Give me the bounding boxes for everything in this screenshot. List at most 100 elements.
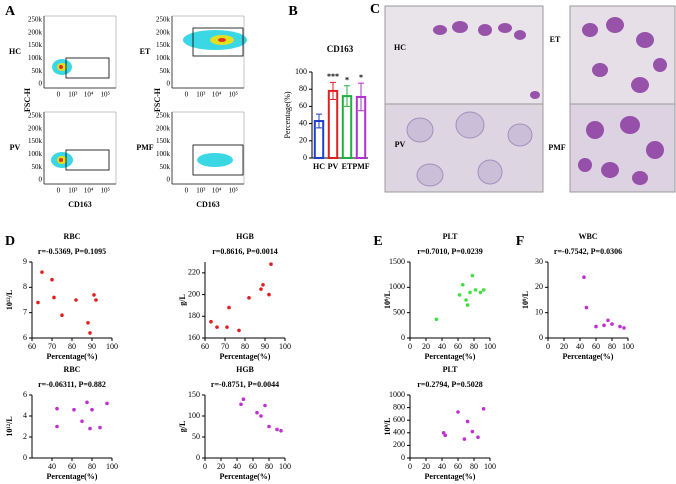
y-tick-label: 7 [23,307,27,316]
x-axis-label: CD163 [196,200,220,209]
point [622,326,626,330]
y-axis-label: 10⁹/L [383,418,392,436]
chart-title: PLT [443,232,458,241]
point [269,262,273,266]
x-tick-label: 60 [592,342,600,351]
point [40,270,44,274]
x-tick-label: 0 [185,187,189,195]
y-tick-label: 250k [28,16,43,24]
x-tick-label: 100 [622,342,634,351]
x-tick-label: 0 [57,187,61,195]
flow-plots [51,27,247,176]
sample-label: PV [395,140,406,149]
sample-label: PV [10,143,21,152]
y-tick-label: 6 [23,390,27,399]
y-axis-label: g/L [178,421,187,433]
point [267,292,271,297]
y-tick-label: 0 [39,80,43,88]
x-tick-label: 80 [68,342,76,351]
point [457,293,462,297]
point [261,283,265,287]
point [55,424,59,429]
point [456,410,460,414]
y-axis-label: 10¹²/L [5,290,14,310]
x-tick-label: 10³ [196,187,205,195]
x-tick-label: 0 [203,462,207,471]
x-tick-label: 100 [106,342,118,351]
point [241,397,246,402]
y-tick-label: 180 [188,311,200,320]
chart-title: WBC [578,232,597,241]
chart-subtitle: r=-0.06311, P=0.882 [38,380,106,389]
x-tick-label: 20 [422,342,430,351]
chart-title: HGB [236,365,254,374]
y-tick-label: 100k [156,150,171,158]
point [52,295,56,300]
chart-subtitle: r=-0.8751, P=0.0044 [211,380,279,389]
point [584,305,589,310]
y-tick-label: 30 [535,257,543,266]
y-tick-label: 0 [39,176,43,184]
point [465,303,470,307]
x-tick-label: 10⁵ [228,187,238,195]
chart-title: RBC [64,365,81,374]
point [606,318,610,323]
point [227,305,231,310]
x-tick-label: 40 [576,342,584,351]
x-tick-label: 10⁴ [212,91,222,99]
point [225,325,229,329]
y-tick-label: 500 [393,307,405,316]
y-tick-label: 250k [156,112,171,120]
point [55,406,59,411]
point [481,288,486,292]
y-tick-label: 50k [160,163,171,171]
y-tick-label: 0 [196,453,200,462]
point [462,437,467,441]
point [470,273,475,278]
panel-letter: A [5,4,16,19]
significance: *** [327,72,339,81]
y-tick-label: 100 [295,67,307,76]
y-tick-label: 1000 [389,282,405,291]
x-tick-label: 100 [484,462,496,471]
panel-letter: C [370,2,380,17]
x-tick-label: 60 [454,342,462,351]
x-tick-label: 10³ [68,91,77,99]
y-tick-label: 150k [156,137,171,145]
panel-letter: E [373,234,382,249]
x-tick-label: 100 [484,342,496,351]
y-tick-label: 160 [188,333,200,342]
y-axis-label: Percentage(%) [283,91,292,138]
y-tick-label: 60 [299,101,307,110]
point [105,401,109,406]
point [476,435,480,440]
x-tick-label: ET [342,162,353,171]
y-tick-label: 1500 [389,257,405,266]
significance: * [345,76,349,85]
panel-letter: B [288,4,297,19]
x-axis-label: Percentage(%) [47,352,98,361]
chart-title: PLT [443,365,458,374]
point [434,317,439,322]
x-tick-label: HC [313,162,325,171]
x-tick-label: 10³ [196,91,205,99]
y-axis-label: 10¹²/L [5,416,14,436]
chart-subtitle: r=0.8616, P=0.0014 [212,247,278,256]
point [94,298,98,302]
y-tick-label: 9 [23,257,27,266]
y-tick-label: 150k [28,137,43,145]
point [468,290,472,295]
flow-frame [171,15,245,89]
x-tick-label: 40 [438,342,446,351]
sample-label: HC [9,47,21,56]
x-tick-label: 10⁵ [228,91,238,99]
sample-label: ET [550,35,561,44]
y-tick-label: 50k [32,163,43,171]
point [50,277,54,282]
sample-label: PMF [548,143,565,152]
x-axis-label: Percentage(%) [47,472,98,481]
y-tick-label: 0 [401,333,405,342]
y-tick-label: 40 [299,118,307,127]
y-tick-label: 0 [401,453,405,462]
x-tick-label: 80 [88,462,96,471]
